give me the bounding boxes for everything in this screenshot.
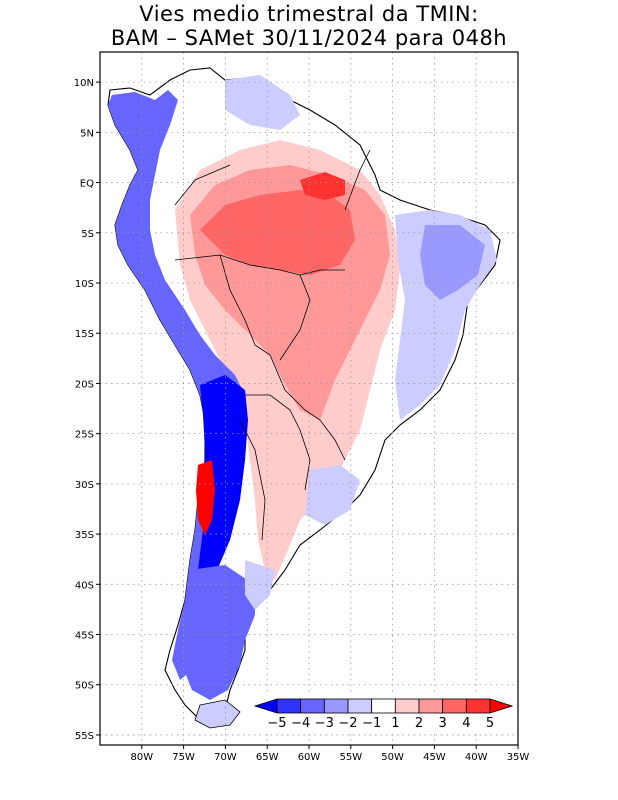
colorbar-label: 5 — [486, 716, 494, 731]
colorbar-bin — [394, 698, 420, 714]
colorbar-bin — [442, 698, 467, 714]
lat-tick-label: 30S — [75, 480, 94, 491]
lat-tick-label: 35S — [75, 530, 94, 541]
map-title-line2: BAM – SAMet 30/11/2024 para 048h — [110, 26, 508, 50]
north-coast-weak-cold — [225, 75, 300, 130]
lat-tick-label: 20S — [75, 379, 94, 390]
lon-tick-label: 35W — [507, 752, 530, 763]
lon-tick-label: 50W — [381, 752, 404, 763]
colorbar-bin — [276, 698, 302, 714]
lon-tick-label: 60W — [298, 752, 321, 763]
colorbar-bin — [300, 698, 325, 714]
colorbar-label: −5 — [267, 716, 286, 731]
colorbar-label: 1 — [391, 716, 399, 731]
lat-tick-label: 10N — [74, 78, 94, 89]
strongest-warm-spot — [300, 172, 345, 200]
lat-tick-label: 25S — [75, 430, 94, 441]
colorbar-bin — [323, 698, 349, 714]
lon-tick-label: 80W — [130, 752, 153, 763]
northeast-cold-core — [420, 225, 485, 300]
lat-tick-label: EQ — [80, 179, 94, 190]
lat-tick-label: 5S — [81, 229, 94, 240]
colorbar-bin — [371, 698, 396, 714]
lat-tick-label: 55S — [75, 731, 94, 742]
country-borders — [174, 149, 371, 541]
lat-tick-label: 40S — [75, 580, 94, 591]
colorbar-bin — [418, 698, 444, 714]
lat-tick-label: 5N — [80, 128, 94, 139]
tierra-del-fuego — [194, 699, 241, 729]
colorbar: −5 −4 −3 −2 −1 1 2 3 4 5 — [251, 693, 516, 731]
central-chile-warm-streak — [196, 460, 215, 535]
lon-tick-label: 75W — [172, 752, 195, 763]
map-title-line1: Vies medio trimestral da TMIN: — [139, 2, 479, 26]
south-brazil-weak-cold — [305, 465, 360, 525]
lon-tick-label: 55W — [339, 752, 362, 763]
lon-tick-label: 45W — [423, 752, 446, 763]
lat-tick-label: 10S — [75, 279, 94, 290]
lon-tick-label: 70W — [214, 752, 237, 763]
colorbar-bin — [465, 698, 491, 714]
chile-strong-cold — [198, 375, 248, 600]
lon-tick-label: 40W — [465, 752, 488, 763]
patagonia-cold-region — [182, 565, 255, 700]
colorbar-label: −4 — [291, 716, 310, 731]
colorbar-label: −1 — [362, 716, 381, 731]
colorbar-label: 3 — [439, 716, 447, 731]
longitude-axis: 80W 75W 70W 65W 60W 55W 50W 45W 40W 35W — [130, 745, 529, 763]
colorbar-high-arrow — [489, 698, 514, 714]
colorbar-label: −2 — [338, 716, 357, 731]
colorbar-bin — [347, 698, 373, 714]
colorbar-label: 2 — [415, 716, 423, 731]
map-field — [107, 67, 501, 729]
colorbar-label: 4 — [462, 716, 470, 731]
lat-tick-label: 15S — [75, 329, 94, 340]
lat-tick-label: 50S — [75, 681, 94, 692]
lat-tick-label: 45S — [75, 631, 94, 642]
colorbar-label: −3 — [315, 716, 334, 731]
lon-tick-label: 65W — [256, 752, 279, 763]
latitude-axis: 10N 5N EQ 5S 10S 15S 20S 25S 30S 35S 40S 45S 50S 55S — [74, 78, 100, 742]
